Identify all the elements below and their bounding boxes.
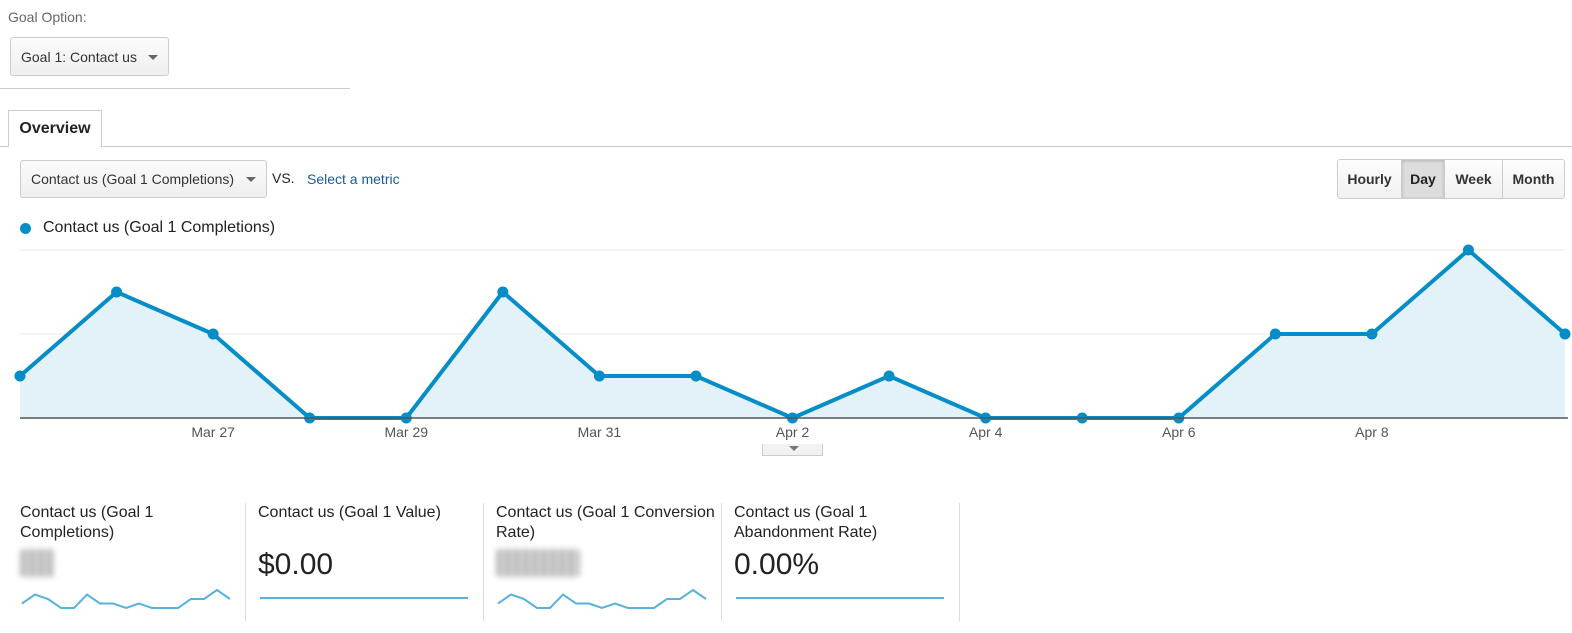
data-point[interactable] (690, 370, 702, 382)
data-point[interactable] (1269, 328, 1281, 340)
x-tick-label: Apr 4 (969, 424, 1003, 440)
x-tick-label: Mar 27 (191, 424, 235, 440)
divider (0, 88, 350, 89)
chevron-down-icon (789, 446, 799, 451)
chevron-down-icon (148, 54, 158, 60)
goal-select-value: Goal 1: Contact us (21, 48, 137, 65)
scorecard-value (20, 549, 54, 577)
month-button[interactable]: Month (1503, 160, 1564, 198)
scorecard-sparkline (260, 597, 468, 599)
day-button[interactable]: Day (1402, 160, 1445, 198)
primary-metric-value: Contact us (Goal 1 Completions) (31, 171, 235, 187)
scorecard-value (496, 549, 580, 577)
scorecard-title: Contact us (Goal 1 Value) (258, 504, 441, 521)
data-point[interactable] (111, 286, 123, 298)
data-point[interactable] (207, 328, 219, 340)
legend-label: Contact us (Goal 1 Completions) (43, 219, 276, 236)
data-point[interactable] (1462, 244, 1474, 256)
chevron-down-icon (246, 177, 256, 182)
scorecard-value: $0.00 (258, 548, 334, 581)
scorecard[interactable]: Contact us (Goal 1 Value) $0.00 (258, 503, 473, 621)
select-metric-link[interactable]: Select a metric (307, 171, 400, 187)
scorecard-title: Contact us (Goal 1 Abandonment Rate) (734, 504, 878, 541)
scorecard-title: Contact us (Goal 1 Completions) (20, 504, 154, 541)
x-tick-label: Apr 6 (1162, 424, 1196, 440)
data-point[interactable] (1366, 328, 1378, 340)
data-point[interactable] (14, 370, 26, 382)
series-dot-icon (20, 222, 31, 234)
week-button[interactable]: Week (1445, 160, 1503, 198)
time-granularity-group: Hourly Day Week Month (1337, 159, 1565, 199)
scorecard-divider (959, 503, 960, 621)
chart-gridlines (20, 249, 1565, 335)
x-tick-label: Apr 8 (1355, 424, 1389, 440)
sparkline-path (21, 588, 231, 610)
goal-option-label: Goal Option: (8, 9, 87, 25)
scorecard-title: Contact us (Goal 1 Conversion Rate) (496, 504, 715, 541)
scorecard-divider (721, 503, 722, 621)
scorecard-sparkline (21, 588, 231, 610)
scorecard-divider (483, 503, 484, 621)
scorecard-sparkline (497, 588, 707, 610)
x-tick-label: Mar 29 (384, 424, 428, 440)
scorecard[interactable]: Contact us (Goal 1 Conversion Rate) (496, 503, 718, 621)
primary-metric-dropdown[interactable]: Contact us (Goal 1 Completions) (20, 160, 267, 198)
chart-legend: Contact us (Goal 1 Completions) (20, 219, 275, 237)
scorecard-divider (245, 503, 246, 621)
x-tick-label: Apr 2 (776, 424, 810, 440)
scorecard[interactable]: Contact us (Goal 1 Abandonment Rate) 0.00… (734, 503, 949, 621)
scorecard-value: 0.00% (734, 548, 820, 581)
scorecard-sparkline (736, 597, 944, 599)
hourly-button[interactable]: Hourly (1338, 160, 1402, 198)
tab-bar-divider (0, 146, 1572, 147)
tab-overview[interactable]: Overview (8, 110, 102, 147)
scorecard[interactable]: Contact us (Goal 1 Completions) (20, 503, 235, 621)
line-chart: Mar 27 Mar 29 Mar 31 Apr 2 Apr 4 Apr 6 Apr 8 (14, 244, 1571, 440)
data-point[interactable] (1559, 328, 1571, 340)
sparkline-path (497, 588, 707, 610)
chart-collapse-toggle[interactable] (762, 444, 823, 456)
series-area-fill (20, 250, 1565, 418)
data-point[interactable] (497, 286, 509, 298)
data-point[interactable] (593, 370, 605, 382)
vs-label: VS. (272, 170, 295, 186)
x-tick-label: Mar 31 (578, 424, 622, 440)
data-point[interactable] (883, 370, 895, 382)
goal-select-dropdown[interactable]: Goal 1: Contact us (10, 37, 169, 76)
